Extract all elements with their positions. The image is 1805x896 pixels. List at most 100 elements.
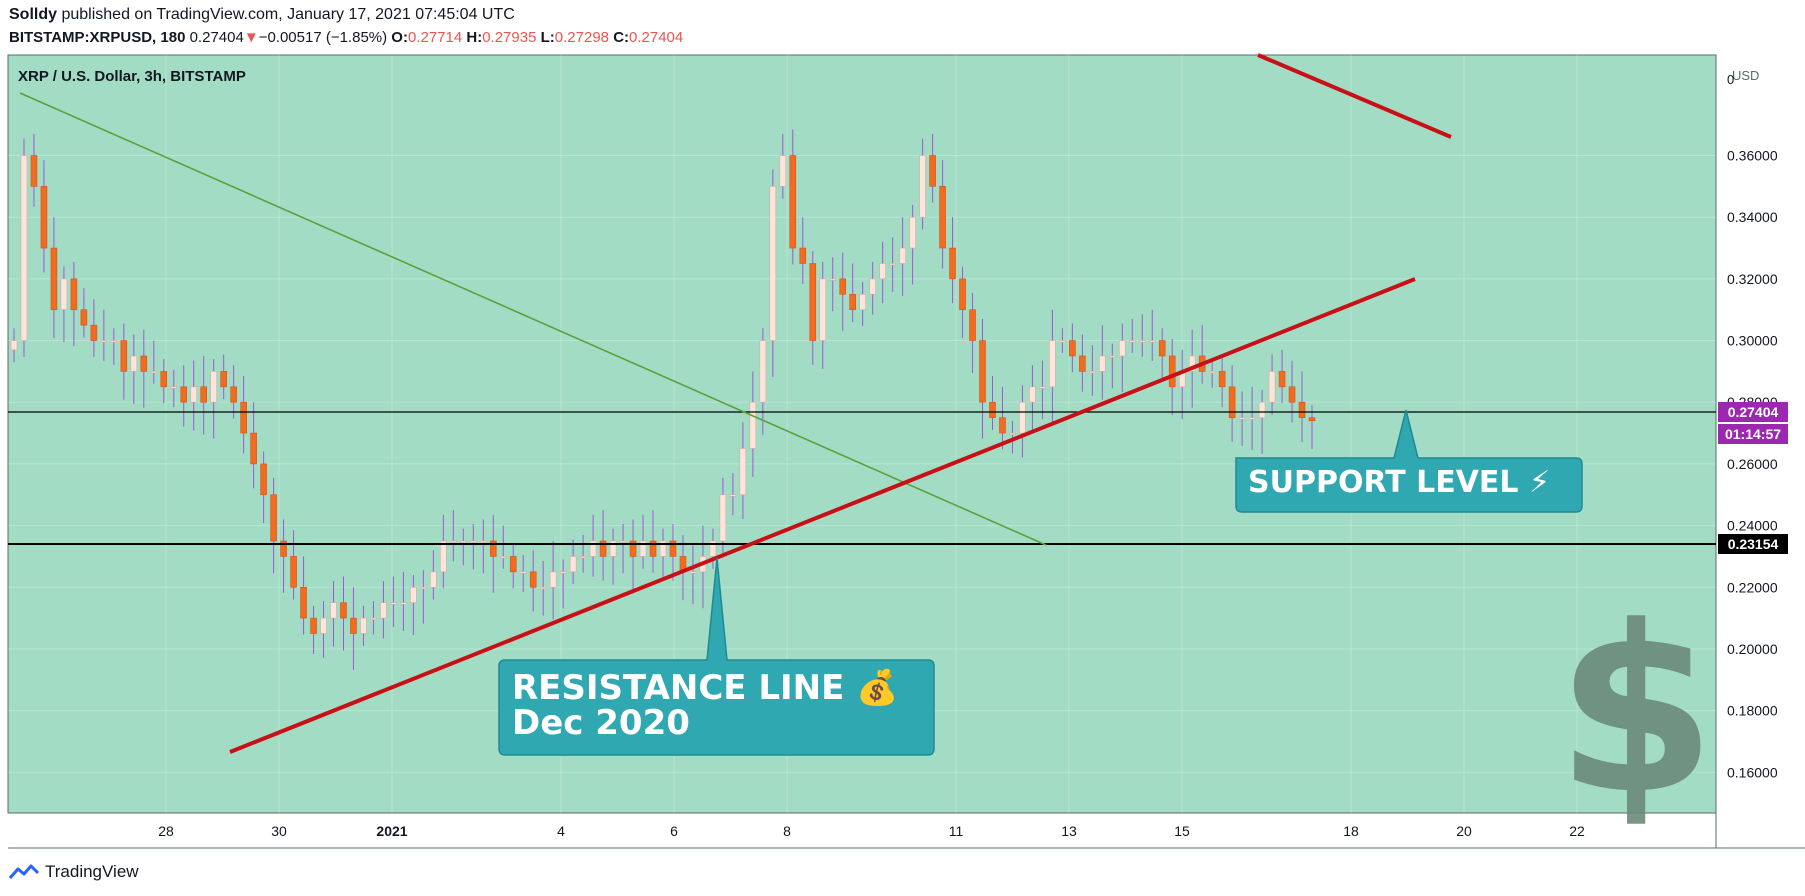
- candle-body: [90, 324, 98, 341]
- candle-body: [230, 386, 237, 403]
- tradingview-brand-text: TradingView: [45, 862, 139, 881]
- dollar-icon: $: [1556, 578, 1716, 845]
- close-value: 0.27404: [629, 29, 684, 46]
- candle-body: [869, 278, 876, 295]
- candle-body: [320, 617, 327, 634]
- candle-body: [1278, 371, 1286, 388]
- green-trend-line[interactable]: [19, 92, 1047, 546]
- candle-body: [999, 417, 1006, 434]
- candle-body: [879, 263, 886, 280]
- candle-body: [220, 371, 227, 388]
- publish-info: Solldy published on TradingView.com, Jan…: [9, 6, 515, 24]
- candle-body: [519, 571, 527, 574]
- y-tick-label: 0.30000: [1727, 333, 1778, 349]
- low-value: 0.27298: [554, 29, 610, 46]
- candle-body: [669, 540, 677, 557]
- candle-body: [1208, 371, 1216, 374]
- candle-body: [1188, 355, 1196, 372]
- candle-body: [20, 155, 28, 341]
- y-tick-label: 0.36000: [1727, 148, 1778, 164]
- candle-body: [779, 155, 787, 187]
- y-tick-top: 0: [1727, 72, 1734, 87]
- y-tick-label: 0.26000: [1727, 456, 1778, 472]
- low-label: L:: [540, 29, 555, 46]
- candle-body: [769, 186, 777, 341]
- candle-body: [180, 386, 188, 403]
- time-axis[interactable]: 28 30 2021 4 6 8 11 13 15 18 20 22: [158, 823, 1585, 839]
- candle-body: [579, 556, 587, 559]
- last-price: 0.27404: [189, 29, 244, 46]
- candle-body: [170, 386, 178, 389]
- price-axis[interactable]: 0.16000 0.18000 0.20000 0.22000 0.24000 0.260…: [1727, 148, 1778, 781]
- candle-body: [899, 247, 906, 264]
- support-callout-text: SUPPORT LEVEL ⚡: [1248, 465, 1550, 500]
- candle-body: [619, 540, 627, 543]
- tradingview-logo[interactable]: TradingView: [9, 862, 139, 882]
- level-badge-text: 0.23154: [1728, 536, 1779, 552]
- y-tick-label: 0.22000: [1727, 579, 1778, 595]
- timer-badge-text: 01:14:57: [1725, 426, 1781, 442]
- candle-body: [1268, 371, 1276, 403]
- candle-body: [919, 155, 926, 218]
- candle-body: [1049, 340, 1056, 388]
- currency-label[interactable]: USD: [1732, 68, 1759, 83]
- candle-body: [310, 617, 317, 634]
- candle-body: [609, 540, 617, 557]
- candle-body: [30, 155, 38, 187]
- high-value: 0.27935: [482, 29, 537, 46]
- candle-body: [569, 556, 577, 573]
- candle-body: [1158, 340, 1166, 357]
- candle-body: [979, 340, 986, 403]
- candle-body: [1089, 371, 1096, 374]
- candle-body: [210, 371, 217, 403]
- candle-body: [250, 432, 257, 465]
- candle-body: [110, 340, 118, 343]
- candle-body: [260, 463, 267, 496]
- x-tick-label: 15: [1174, 823, 1190, 839]
- candle-body: [599, 540, 607, 557]
- candle-body: [420, 586, 427, 590]
- candle-body: [1138, 340, 1146, 343]
- author[interactable]: Solldy: [9, 6, 58, 23]
- candle-body: [330, 602, 337, 619]
- candle-body: [1148, 340, 1156, 343]
- down-arrow-icon: ▼: [243, 29, 259, 46]
- candle-body: [70, 278, 78, 311]
- candle-body: [719, 494, 727, 542]
- candle-body: [529, 571, 537, 588]
- candle-body: [1109, 355, 1116, 358]
- candle-body: [759, 340, 767, 403]
- candle-body: [1029, 386, 1036, 403]
- x-tick-label: 11: [949, 823, 964, 839]
- candle-body: [390, 602, 397, 605]
- candle-body: [100, 340, 108, 343]
- candle-body: [360, 617, 367, 634]
- candle-body: [430, 571, 437, 588]
- resistance-trend-line[interactable]: [229, 277, 1416, 754]
- y-tick-label: 0.16000: [1727, 764, 1778, 780]
- resistance-callout[interactable]: RESISTANCE LINE 💰 Dec 2020: [498, 557, 935, 756]
- candle-body: [130, 355, 138, 372]
- candle-body: [1228, 386, 1236, 418]
- high-label: H:: [466, 29, 483, 46]
- upper-trend-line[interactable]: [1257, 53, 1452, 139]
- candle-body: [60, 278, 68, 311]
- candle-body: [949, 247, 956, 280]
- candle-body: [909, 216, 916, 249]
- candle-body: [789, 155, 797, 249]
- candle-body: [1118, 340, 1126, 357]
- candle-body: [140, 355, 148, 372]
- candle-body: [509, 556, 517, 573]
- candle-body: [1308, 417, 1316, 422]
- candle-body: [809, 263, 817, 341]
- support-callout[interactable]: SUPPORT LEVEL ⚡: [1235, 409, 1583, 513]
- candle-body: [150, 371, 158, 374]
- x-tick-label: 8: [783, 823, 791, 839]
- candle-body: [1168, 355, 1176, 388]
- candle-body: [929, 155, 936, 187]
- candle-body: [489, 540, 497, 557]
- candle-body: [1009, 432, 1016, 435]
- candle-body: [499, 556, 507, 559]
- candle-body: [799, 247, 807, 264]
